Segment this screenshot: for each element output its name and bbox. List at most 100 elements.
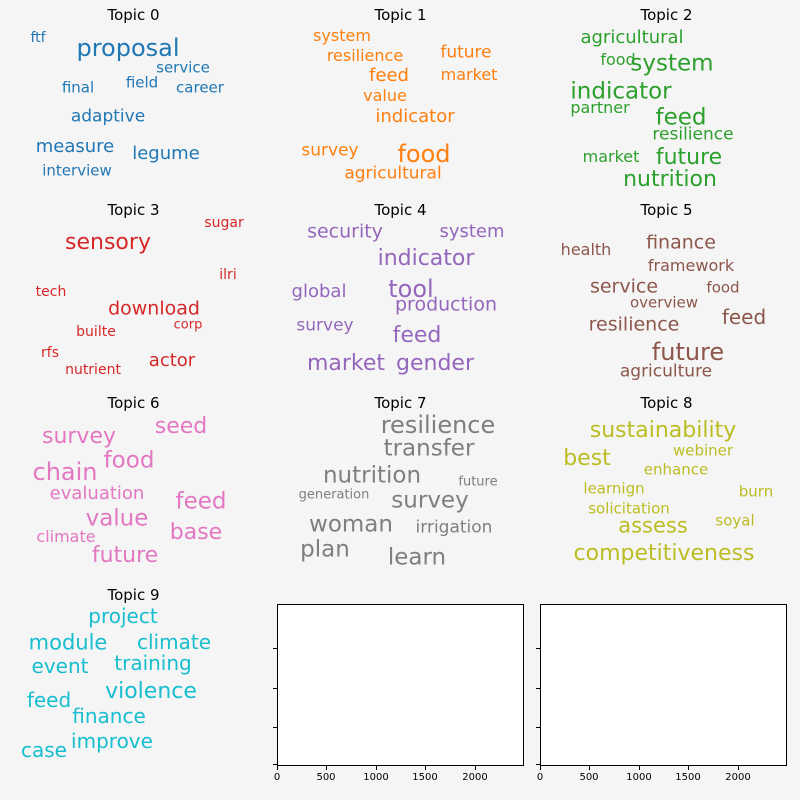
cloud-word: system — [313, 26, 371, 45]
cloud-word: indicator — [375, 106, 455, 127]
cloud-word: training — [114, 651, 192, 675]
x-tick-mark — [277, 766, 278, 770]
cloud-word: sensory — [65, 230, 151, 255]
cloud-word: feed — [655, 104, 707, 131]
topic-panel-2: Topic 2 agricultural food system indicator pa… — [533, 0, 800, 195]
cloud-word: feed — [175, 488, 227, 515]
x-tick-label: 1500 — [675, 772, 701, 783]
cloud-word: evaluation — [49, 483, 145, 504]
cloud-word: feed — [26, 688, 72, 712]
cloud-word: finance — [646, 231, 716, 254]
topic-panel-6: Topic 6 seed survey food chain evaluation feed… — [0, 388, 267, 583]
cloud-word: health — [560, 240, 612, 259]
cloud-word: corp — [173, 317, 203, 333]
cloud-word: tech — [35, 284, 67, 300]
cloud-word: solicitation — [588, 499, 670, 518]
x-tick-mark — [688, 766, 689, 770]
empty-axes-1 — [540, 604, 787, 766]
cloud-word: gender — [396, 351, 474, 376]
cloud-word: nutrient — [65, 362, 121, 378]
x-tick-label: 1000 — [626, 772, 652, 783]
cloud-word: partner — [570, 98, 630, 117]
topic-panel-5: Topic 5 health finance framework service food… — [533, 195, 800, 390]
topic-title: Topic 0 — [107, 6, 160, 24]
cloud-word: sugar — [204, 215, 244, 231]
cloud-word: nutrition — [322, 462, 422, 489]
cloud-word: survey — [41, 424, 117, 449]
x-tick-mark — [540, 766, 541, 770]
cloud-word: download — [108, 297, 200, 320]
cloud-word: agricultural — [580, 27, 684, 48]
cloud-word: generation — [298, 487, 370, 503]
cloud-word: ilri — [219, 267, 237, 283]
cloud-word: value — [363, 86, 407, 105]
cloud-word: future — [91, 543, 159, 568]
y-tick-mark — [536, 727, 540, 728]
cloud-word: nutrition — [623, 167, 717, 192]
cloud-word: survey — [301, 140, 359, 161]
cloud-word: burn — [738, 482, 774, 501]
cloud-word: career — [176, 78, 224, 97]
y-tick-mark — [536, 764, 540, 765]
cloud-word: seed — [154, 414, 208, 439]
topic-title: Topic 2 — [640, 6, 693, 24]
cloud-word: event — [31, 654, 89, 678]
cloud-word: resilience — [380, 411, 496, 439]
cloud-word: overview — [630, 293, 698, 312]
cloud-word: woman — [309, 511, 393, 538]
cloud-word: actor — [148, 350, 196, 371]
cloud-word: field — [125, 73, 159, 92]
topic-panel-0: Topic 0 proposal ftf service final field caree… — [0, 0, 267, 195]
cloud-word: final — [61, 78, 95, 97]
cloud-word: market — [306, 351, 386, 376]
topic-panel-4: Topic 4 security system indicator global tool… — [267, 195, 534, 390]
x-tick-label: 0 — [536, 772, 544, 783]
x-tick-label: 2000 — [725, 772, 751, 783]
cloud-word: feed — [721, 305, 767, 329]
cloud-word: food — [103, 447, 155, 474]
cloud-word: market — [582, 147, 640, 166]
cloud-word: indicator — [377, 246, 475, 271]
cloud-word: learn — [387, 544, 447, 571]
cloud-word: resilience — [652, 124, 734, 145]
cloud-word: measure — [35, 136, 115, 157]
x-tick-mark — [738, 766, 739, 770]
cloud-word: future — [458, 474, 498, 490]
y-tick-mark — [273, 688, 277, 689]
x-tick-mark — [639, 766, 640, 770]
cloud-word: future — [651, 338, 725, 366]
cloud-word: agriculture — [619, 361, 713, 382]
cloud-word: value — [85, 505, 149, 532]
cloud-word: climate — [36, 527, 96, 546]
cloud-word: food — [397, 140, 451, 168]
cloud-word: tool — [388, 275, 434, 303]
cloud-word: project — [88, 604, 158, 628]
topic-title: Topic 4 — [374, 201, 427, 219]
y-tick-mark — [273, 648, 277, 649]
cloud-word: proposal — [76, 34, 180, 62]
cloud-word: webiner — [672, 441, 734, 460]
cloud-word: case — [21, 738, 67, 762]
cloud-word: food — [706, 278, 740, 297]
topic-panel-9: Topic 9 project module climate event training… — [0, 580, 267, 775]
topic-title: Topic 1 — [374, 6, 427, 24]
cloud-word: survey — [391, 487, 469, 514]
x-tick-mark — [376, 766, 377, 770]
cloud-word: survey — [296, 315, 354, 336]
cloud-word: system — [630, 50, 714, 77]
cloud-word: enhance — [643, 460, 709, 479]
cloud-word: module — [28, 630, 108, 655]
x-tick-label: 500 — [316, 772, 336, 783]
cloud-word: violence — [105, 679, 197, 704]
cloud-word: adaptive — [70, 106, 146, 127]
cloud-word: legume — [132, 143, 200, 164]
cloud-word: transfer — [383, 435, 475, 462]
x-tick-label: 1000 — [363, 772, 389, 783]
cloud-word: interview — [42, 161, 112, 180]
cloud-word: finance — [72, 704, 146, 728]
cloud-word: service — [156, 58, 210, 77]
topic-title: Topic 6 — [107, 394, 160, 412]
cloud-word: future — [440, 42, 492, 63]
cloud-word: ftf — [30, 30, 46, 46]
